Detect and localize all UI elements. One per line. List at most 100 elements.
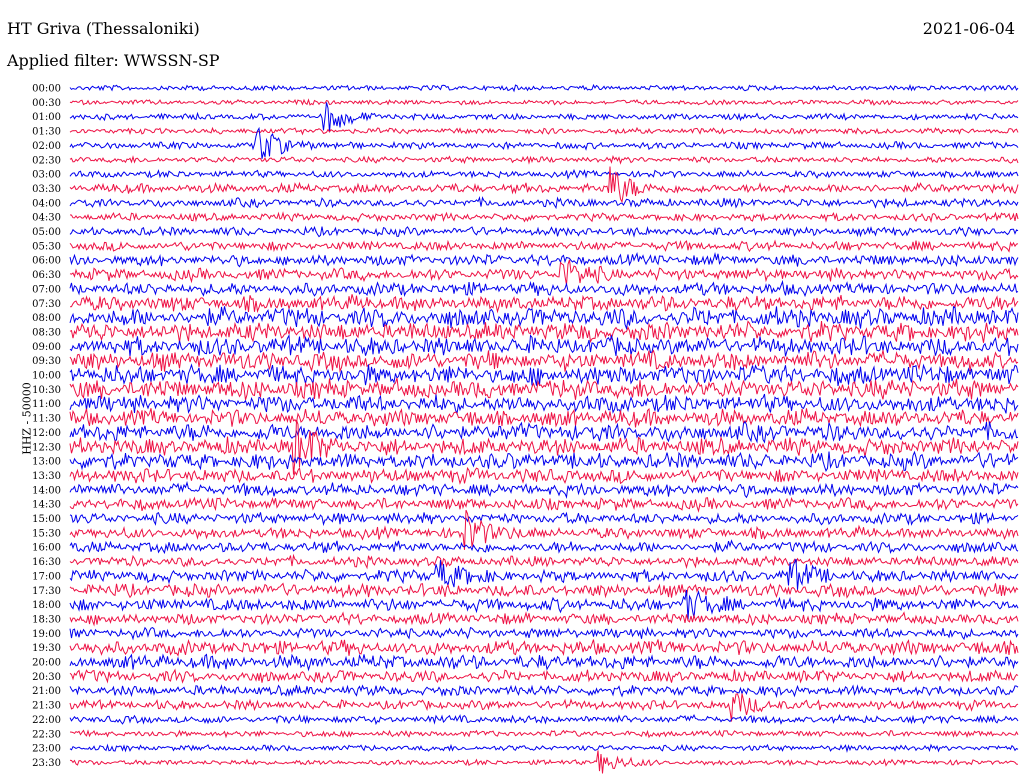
row-time-label: 22:00 [32, 715, 61, 726]
trace-row-2230 [69, 729, 1019, 739]
row-time-label: 13:00 [32, 457, 61, 468]
row-time-label: 06:00 [32, 256, 61, 267]
row-time-label: 21:30 [32, 701, 61, 712]
row-time-label: 05:00 [32, 227, 61, 238]
trace-row-0330 [69, 166, 1019, 204]
station-title: HT Griva (Thessaloniki) [7, 19, 200, 38]
row-time-label: 06:30 [32, 270, 61, 281]
row-time-label: 08:00 [32, 313, 61, 324]
trace-row-1430 [69, 496, 1019, 513]
trace-row-2000 [69, 653, 1019, 672]
trace-row-0800 [69, 306, 1019, 331]
trace-row-0230 [69, 154, 1019, 165]
trace-row-2130 [69, 693, 1019, 722]
trace-row-1800 [69, 589, 1019, 620]
trace-row-2300 [69, 743, 1019, 754]
trace-row-2030 [69, 668, 1019, 684]
row-time-label: 20:00 [32, 658, 61, 669]
row-time-label: 09:30 [32, 356, 61, 367]
trace-row-1400 [69, 480, 1019, 499]
trace-row-1900 [69, 626, 1019, 641]
trace-row-1130 [69, 408, 1019, 428]
trace-row-0630 [69, 259, 1019, 286]
row-time-label: 10:30 [32, 385, 61, 396]
row-time-label: 11:00 [32, 399, 61, 410]
row-time-label: 20:30 [32, 672, 61, 683]
trace-row-1530 [69, 509, 1019, 550]
trace-row-0830 [69, 320, 1019, 344]
trace-row-1200 [69, 420, 1019, 444]
trace-row-1730 [69, 582, 1019, 599]
row-time-label: 01:30 [32, 127, 61, 138]
row-time-label: 07:00 [32, 284, 61, 295]
row-time-label: 22:30 [32, 729, 61, 740]
row-time-label: 15:00 [32, 514, 61, 525]
trace-row-2200 [69, 713, 1019, 726]
trace-row-0700 [69, 279, 1019, 298]
trace-row-0200 [69, 126, 1019, 159]
trace-row-0130 [69, 126, 1019, 136]
trace-row-0030 [69, 98, 1019, 106]
row-time-label: 17:00 [32, 571, 61, 582]
trace-row-0730 [69, 294, 1019, 314]
row-time-label: 10:00 [32, 371, 61, 382]
trace-row-1030 [69, 377, 1019, 400]
trace-row-1700 [69, 558, 1019, 590]
row-time-label: 09:00 [32, 342, 61, 353]
trace-row-2330 [69, 750, 1019, 774]
row-time-label: 18:30 [32, 614, 61, 625]
trace-row-0430 [69, 211, 1019, 224]
trace-row-0300 [69, 168, 1019, 180]
row-time-label: 18:00 [32, 600, 61, 611]
row-time-label: 16:30 [32, 557, 61, 568]
row-time-label: 02:30 [32, 155, 61, 166]
trace-row-1600 [69, 539, 1019, 555]
trace-row-1830 [69, 611, 1019, 627]
row-time-label: 00:30 [32, 98, 61, 109]
row-time-label: 15:30 [32, 528, 61, 539]
row-time-label: 21:00 [32, 686, 61, 697]
row-time-label: 03:30 [32, 184, 61, 195]
trace-row-0500 [69, 225, 1019, 238]
row-time-label: 04:00 [32, 198, 61, 209]
trace-row-1330 [69, 466, 1019, 485]
filter-label: Applied filter: WWSSN-SP [7, 51, 220, 70]
row-time-label: 19:30 [32, 643, 61, 654]
trace-row-1630 [69, 553, 1019, 570]
date-label: 2021-06-04 [922, 19, 1015, 38]
row-time-label: 17:30 [32, 586, 61, 597]
row-time-label: 02:00 [32, 141, 61, 152]
row-time-label: 05:30 [32, 241, 61, 252]
trace-row-0100 [69, 102, 1019, 133]
trace-row-1300 [69, 450, 1019, 472]
row-time-label: 12:30 [32, 442, 61, 453]
row-time-label: 08:30 [32, 327, 61, 338]
trace-row-0000 [69, 83, 1019, 93]
row-time-label: 23:30 [32, 758, 61, 769]
row-time-label: 13:30 [32, 471, 61, 482]
row-time-label: 11:30 [32, 414, 61, 425]
trace-row-2100 [69, 684, 1019, 699]
trace-row-0930 [69, 349, 1019, 373]
row-time-label: 23:00 [32, 744, 61, 755]
row-time-label: 03:00 [32, 170, 61, 181]
trace-row-1000 [69, 363, 1019, 387]
row-time-label: 14:00 [32, 485, 61, 496]
row-time-label: 04:30 [32, 213, 61, 224]
row-time-label: 16:00 [32, 543, 61, 554]
trace-row-0900 [69, 333, 1019, 357]
trace-row-0530 [69, 239, 1019, 253]
row-time-label: 01:00 [32, 112, 61, 123]
trace-row-1100 [69, 393, 1019, 416]
trace-row-1500 [69, 511, 1019, 527]
trace-row-0600 [69, 251, 1019, 268]
trace-row-1230 [69, 419, 1019, 475]
row-time-label: 14:30 [32, 500, 61, 511]
row-time-label: 19:00 [32, 629, 61, 640]
row-time-label: 00:00 [32, 84, 61, 95]
trace-row-1930 [69, 638, 1019, 657]
row-time-label: 12:00 [32, 428, 61, 439]
trace-row-0400 [69, 196, 1019, 210]
row-time-label: 07:30 [32, 299, 61, 310]
